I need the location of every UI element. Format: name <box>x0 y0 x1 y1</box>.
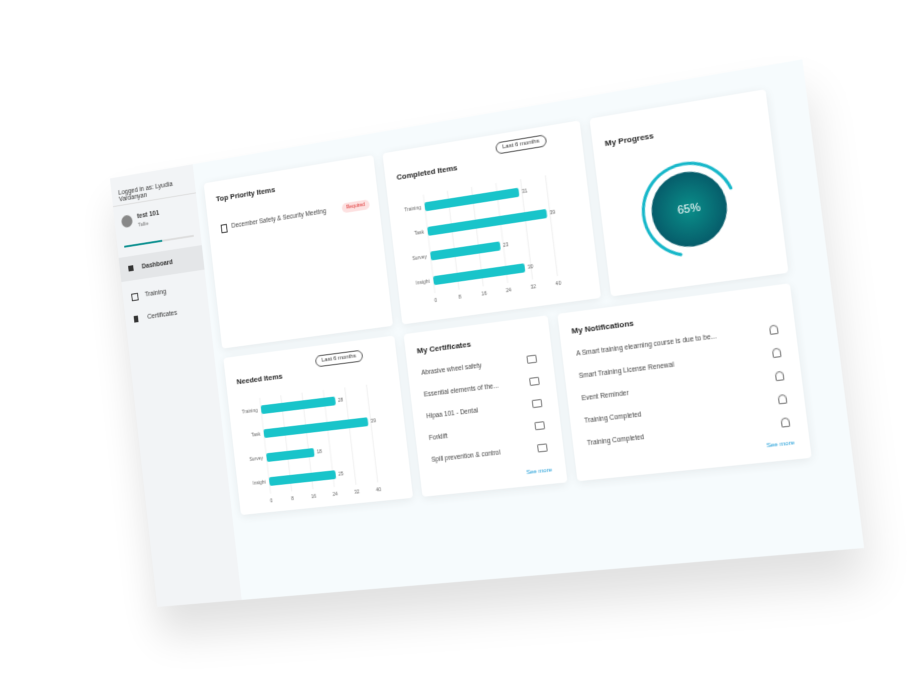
user-role: Tallie <box>138 221 149 228</box>
category-label: Survey <box>412 254 428 262</box>
value-label: 23 <box>503 242 510 249</box>
x-tick-label: 8 <box>458 295 462 302</box>
notification-item[interactable]: Smart Training License Renewal <box>579 362 675 381</box>
x-tick-label: 32 <box>354 489 360 496</box>
value-label: 18 <box>317 449 323 456</box>
top-priority-card: Top Priority Items December Safety & Sec… <box>204 155 393 349</box>
priority-item[interactable]: December Safety & Security Meeting <box>231 208 327 230</box>
nav-icon <box>134 316 139 323</box>
category-label: Insight <box>416 278 431 286</box>
bar <box>269 470 336 486</box>
x-tick-label: 24 <box>332 492 338 499</box>
nav-icon <box>128 265 134 271</box>
badge: Required <box>341 199 370 213</box>
progress-track <box>124 235 194 248</box>
printer-icon <box>526 355 537 364</box>
bell-icon <box>778 394 788 404</box>
grid-line <box>545 175 557 276</box>
bar <box>266 448 315 462</box>
see-more[interactable]: See more <box>766 440 795 449</box>
value-label: 31 <box>521 188 528 195</box>
category-label: Survey <box>249 455 264 463</box>
category-label: Insight <box>252 479 266 487</box>
value-label: 39 <box>370 418 376 425</box>
completed-card: Completed Items Last 6 months 0 8 16 24 32 40… <box>382 120 601 324</box>
x-tick-label: 0 <box>270 498 273 504</box>
card-title: My Notifications <box>571 319 634 336</box>
x-tick-label: 40 <box>555 281 562 288</box>
bar-chart: 0 8 16 24 32 40 Training 31 Task 39 Survey 23 Insigh… <box>395 164 593 311</box>
printer-icon <box>532 399 543 408</box>
card-title: My Progress <box>604 131 654 148</box>
cert-item[interactable]: Abrasive wheel safety <box>421 362 482 376</box>
value-label: 25 <box>338 471 344 478</box>
avatar <box>121 214 133 228</box>
bell-icon <box>769 324 779 335</box>
x-tick-label: 24 <box>506 288 513 295</box>
nav-item[interactable]: Training <box>145 289 167 299</box>
value-label: 30 <box>527 264 534 271</box>
nav-item[interactable]: Certificates <box>147 310 177 321</box>
grid-line <box>345 387 356 484</box>
printer-icon <box>529 377 540 386</box>
filter-dropdown[interactable]: Last 6 months <box>315 350 363 368</box>
progress-fill <box>124 240 162 248</box>
doc-icon <box>221 224 228 233</box>
category-label: Training <box>404 205 422 214</box>
x-tick-label: 8 <box>291 496 295 502</box>
cert-item[interactable]: Essential elements of the... <box>424 383 499 399</box>
user-name: test 101 <box>137 210 160 220</box>
bar <box>430 241 501 260</box>
bar <box>427 209 547 236</box>
filter-dropdown[interactable]: Last 6 months <box>495 134 547 154</box>
x-tick-label: 0 <box>434 298 438 305</box>
nav-icon <box>131 293 139 301</box>
bar-chart: 0 8 16 24 32 40 Training 28 Task 39 Survey 18 Insigh… <box>233 375 409 510</box>
cert-item[interactable]: Spill prevention & control <box>431 449 501 463</box>
x-tick-label: 16 <box>311 494 317 501</box>
grid-line <box>366 385 377 483</box>
bell-icon <box>775 371 785 381</box>
notifications-card: My Notifications A Smart training elearn… <box>557 283 811 481</box>
category-label: Training <box>242 407 259 415</box>
dashboard: Logged in as: Lyudia Vardanyan test 101 … <box>110 59 864 607</box>
bell-icon <box>772 348 782 359</box>
cert-item[interactable]: Hipaa 101 - Dental <box>426 407 478 420</box>
see-more[interactable]: See more <box>526 467 552 476</box>
bar <box>433 263 525 285</box>
card-title: My Certificates <box>416 340 471 356</box>
x-tick-label: 16 <box>481 291 487 298</box>
progress-card: My Progress 65% <box>590 89 789 296</box>
category-label: Task <box>251 431 261 438</box>
certificates-card: My Certificates Abrasive wheel safety Ess… <box>404 315 568 497</box>
bar <box>261 396 336 414</box>
value-label: 39 <box>549 209 556 216</box>
notification-item[interactable]: Training Completed <box>584 411 642 425</box>
x-tick-label: 32 <box>530 284 537 291</box>
printer-icon <box>534 421 545 430</box>
category-label: Task <box>414 229 425 237</box>
notification-item[interactable]: Training Completed <box>587 434 645 447</box>
card-title: Completed Items <box>396 163 458 182</box>
value-label: 28 <box>338 397 344 404</box>
card-title: Needed Items <box>236 372 283 386</box>
needed-card: Needed Items Last 6 months 0 8 16 24 32 40 Tra… <box>223 336 413 516</box>
bar <box>263 417 368 438</box>
x-tick-label: 40 <box>376 487 382 494</box>
notification-item[interactable]: Event Reminder <box>581 390 629 403</box>
printer-icon <box>537 443 548 452</box>
card-title: Top Priority Items <box>216 185 276 203</box>
cert-item[interactable]: Forklift <box>429 433 448 442</box>
page: Logged in as: Lyudia Vardanyan test 101 … <box>0 0 915 689</box>
notification-item[interactable]: A Smart training elearning course is due… <box>576 333 717 358</box>
progress-ring: 65% <box>594 131 787 291</box>
bell-icon <box>780 417 790 427</box>
